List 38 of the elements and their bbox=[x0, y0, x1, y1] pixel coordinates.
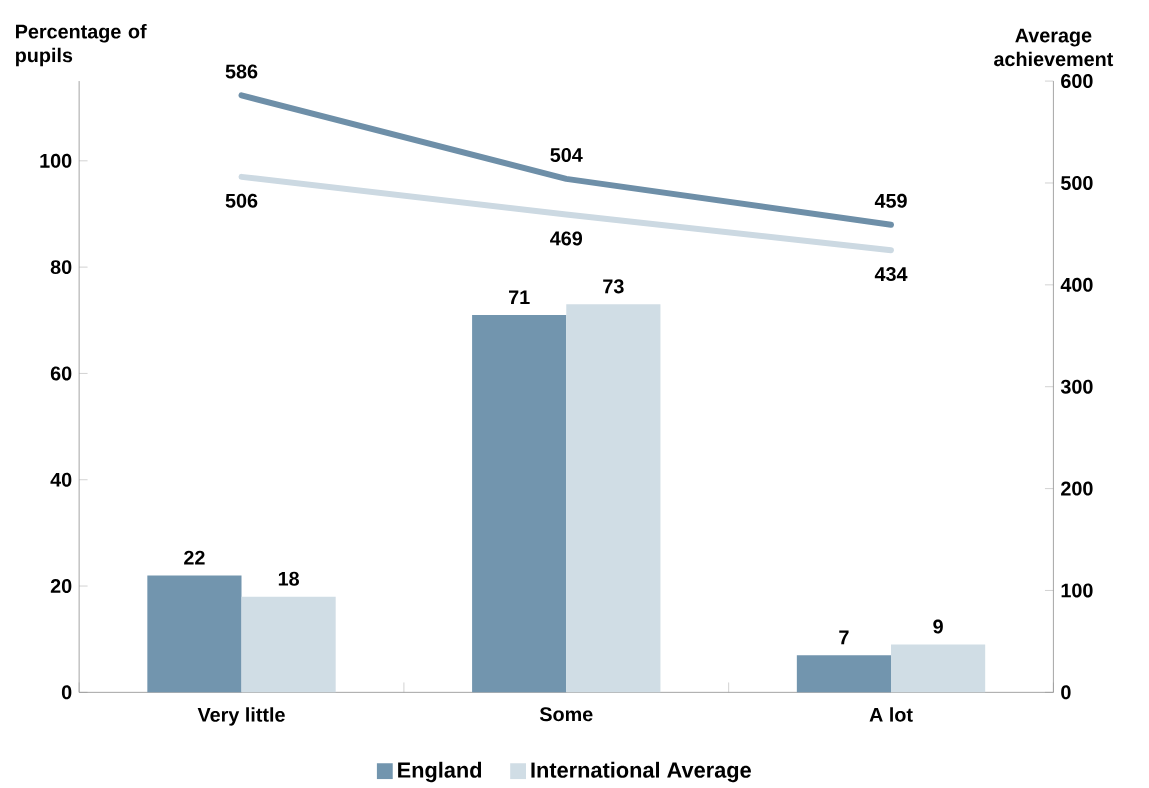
data-label: 469 bbox=[550, 231, 583, 246]
y2-tick-label: 300 bbox=[1060, 379, 1093, 394]
x-tick-label: Very little bbox=[197, 707, 285, 726]
data-label: 9 bbox=[933, 619, 943, 634]
bar bbox=[472, 314, 567, 693]
y2-tick-label: 500 bbox=[1061, 175, 1093, 190]
bar bbox=[147, 575, 242, 693]
bar bbox=[241, 596, 336, 693]
y2-tick-label: 0 bbox=[1061, 685, 1071, 700]
bar bbox=[796, 654, 892, 693]
y2-axis-title: Average achievement bbox=[994, 28, 1114, 66]
data-label: 506 bbox=[225, 193, 258, 208]
legend-label: England bbox=[398, 761, 482, 782]
bar bbox=[566, 304, 661, 693]
data-label: 504 bbox=[550, 147, 583, 162]
y2-tick-label: 400 bbox=[1060, 277, 1093, 292]
data-label: 459 bbox=[874, 193, 907, 208]
y-tick-label: 0 bbox=[61, 685, 72, 700]
data-label: 586 bbox=[225, 64, 258, 79]
y-tick-label: 100 bbox=[40, 153, 72, 168]
data-label: 71 bbox=[509, 290, 530, 304]
x-tick-label: A lot bbox=[869, 707, 913, 722]
y-axis-title: Percentage of pupils bbox=[16, 23, 147, 66]
y-tick-label: 80 bbox=[50, 259, 72, 274]
data-label: 434 bbox=[874, 266, 908, 281]
y2-tick-label: 200 bbox=[1061, 481, 1093, 496]
data-label: 7 bbox=[839, 630, 849, 644]
y-tick-label: 20 bbox=[50, 578, 72, 593]
y2-tick-label: 600 bbox=[1061, 73, 1093, 88]
bar bbox=[891, 644, 986, 693]
y-tick-label: 40 bbox=[50, 472, 72, 487]
x-tick-label: Some bbox=[539, 707, 593, 722]
legend-label: International Average bbox=[531, 761, 751, 782]
y-tick-label: 60 bbox=[50, 366, 72, 381]
data-label: 73 bbox=[603, 279, 624, 294]
y2-tick-label: 100 bbox=[1061, 583, 1093, 598]
data-label: 18 bbox=[278, 571, 299, 586]
data-label: 22 bbox=[184, 550, 205, 565]
